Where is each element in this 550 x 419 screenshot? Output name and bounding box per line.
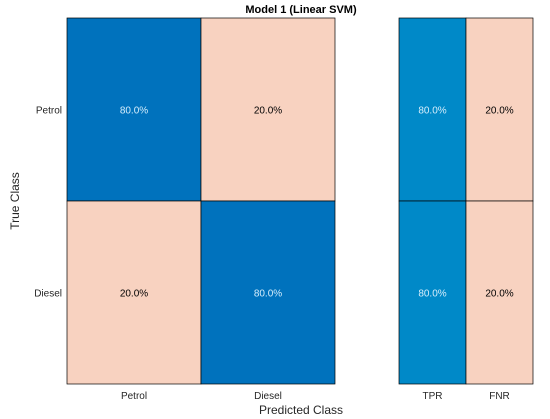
y-tick-label-petrol: Petrol (36, 106, 62, 117)
matrix-cell-diesel-petrol (66, 200, 202, 385)
y-axis-label: True Class (8, 172, 22, 230)
matrix-cell-label: 80.0% (120, 106, 148, 117)
summary-cell-fnr-diesel (465, 200, 534, 385)
summary-cell-label: 80.0% (418, 289, 446, 300)
summary-cell-label: 20.0% (485, 289, 513, 300)
summary-tick-label-fnr: FNR (489, 391, 510, 402)
matrix-cell-petrol-diesel (200, 17, 336, 202)
matrix-cell-label: 20.0% (120, 289, 148, 300)
summary-cell-label: 80.0% (418, 106, 446, 117)
summary-tick-label-tpr: TPR (423, 391, 443, 402)
matrix-cell-petrol-petrol (66, 17, 202, 202)
chart-title: Model 1 (Linear SVM) (245, 4, 357, 16)
summary-cell-label: 20.0% (485, 106, 513, 117)
summary-cell-fnr-petrol (465, 17, 534, 202)
matrix-cell-label: 20.0% (254, 106, 282, 117)
matrix-cell-diesel-diesel (200, 200, 336, 385)
y-tick-label-diesel: Diesel (34, 289, 62, 300)
x-axis-label: Predicted Class (259, 403, 343, 417)
summary-cell-tpr-diesel (398, 200, 467, 385)
x-tick-label-petrol: Petrol (121, 391, 147, 402)
matrix-cell-label: 80.0% (254, 289, 282, 300)
summary-cell-tpr-petrol (398, 17, 467, 202)
x-tick-label-diesel: Diesel (254, 391, 282, 402)
